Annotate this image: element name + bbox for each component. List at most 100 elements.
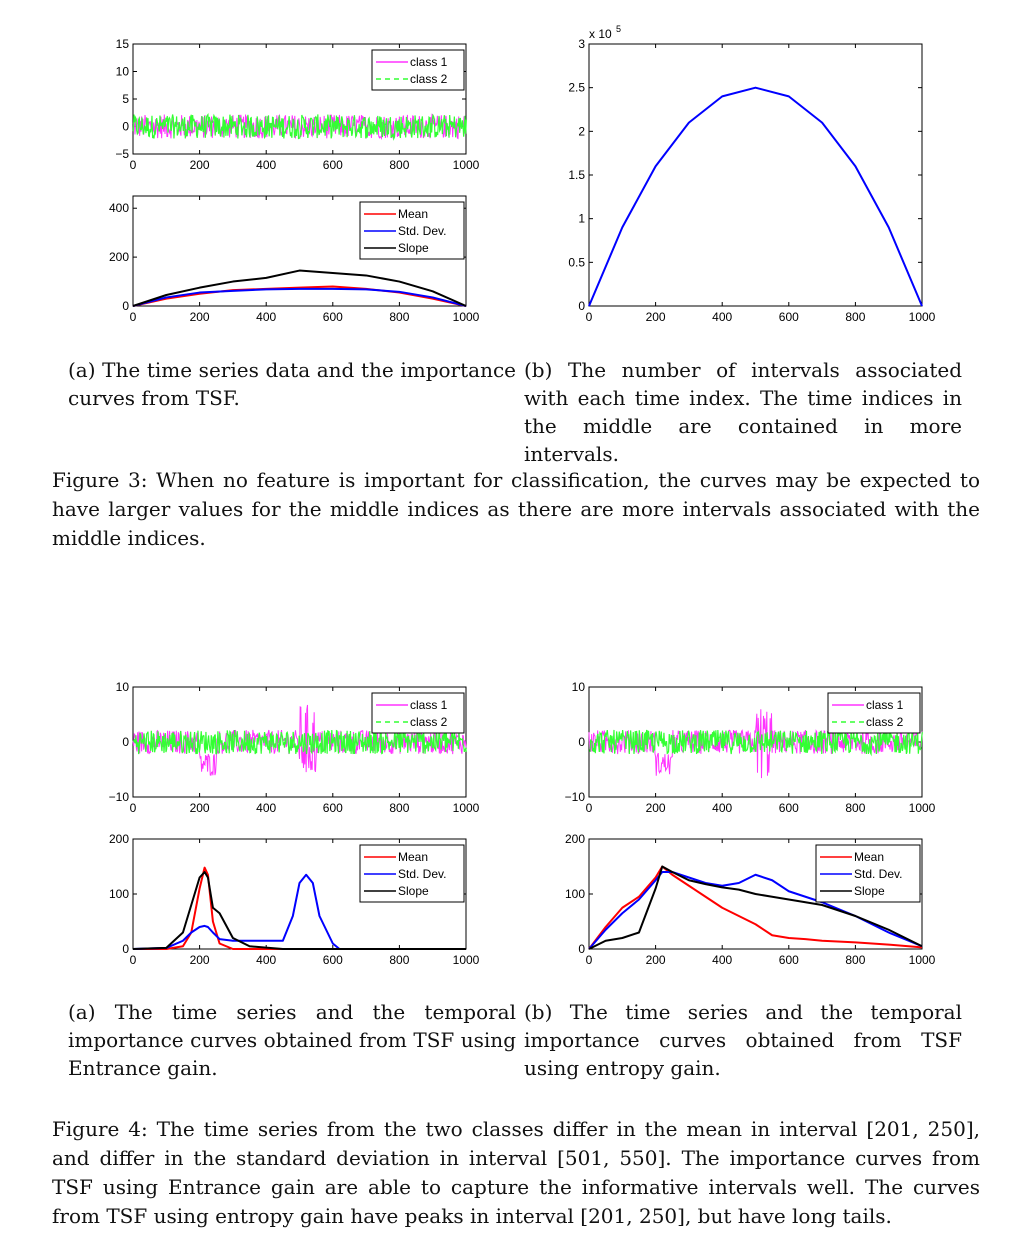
x-tick-label: 0 — [586, 310, 593, 324]
x-tick-label: 800 — [845, 310, 865, 324]
legend-label: Std. Dev. — [398, 224, 446, 238]
x-tick-label: 800 — [389, 158, 409, 172]
x-tick-label: 400 — [712, 801, 732, 815]
y-tick-label: 0 — [122, 735, 129, 749]
fig3a-subcaption: (a) The time series data and the importa… — [68, 358, 516, 410]
y-tick-label: 1 — [578, 212, 585, 226]
x-tick-label: 1000 — [453, 310, 480, 324]
y-scale-label: x 10 — [589, 27, 612, 41]
y-tick-label: 1.5 — [568, 168, 585, 182]
legend-label: Std. Dev. — [854, 867, 902, 881]
x-tick-label: 400 — [256, 801, 276, 815]
y-tick-label: 0 — [122, 299, 129, 313]
x-tick-label: 1000 — [453, 953, 480, 967]
x-tick-label: 600 — [323, 310, 343, 324]
series-slope-line — [132, 269, 467, 307]
y-tick-label: 10 — [116, 680, 130, 694]
axes-frame — [132, 195, 467, 307]
x-tick-label: 200 — [190, 310, 210, 324]
legend-label: class 2 — [866, 715, 904, 729]
series-std-dev-line — [132, 287, 467, 307]
x-tick-label: 400 — [256, 953, 276, 967]
x-tick-label: 200 — [190, 953, 210, 967]
x-tick-label: 400 — [712, 953, 732, 967]
legend-label: class 1 — [866, 698, 904, 712]
x-tick-label: 200 — [190, 801, 210, 815]
legend-box — [827, 692, 921, 734]
x-tick-label: 200 — [646, 310, 666, 324]
legend-label: class 1 — [410, 698, 448, 712]
y-tick-label: 15 — [116, 37, 130, 51]
x-tick-label: 800 — [389, 310, 409, 324]
y-tick-label: −10 — [565, 790, 586, 804]
y-tick-label: 200 — [109, 832, 129, 846]
y-tick-label: −10 — [109, 790, 130, 804]
legend-box — [371, 692, 465, 734]
x-tick-label: 200 — [190, 158, 210, 172]
y-tick-label: 200 — [565, 832, 585, 846]
legend-label: Slope — [398, 884, 429, 898]
legend-label: Mean — [398, 207, 428, 221]
x-tick-label: 400 — [256, 158, 276, 172]
series-class-2-line — [132, 112, 467, 141]
x-tick-label: 400 — [712, 310, 732, 324]
legend-label: class 2 — [410, 72, 448, 86]
axes-frame — [588, 43, 923, 307]
y-tick-label: 10 — [116, 65, 130, 79]
x-tick-label: 600 — [323, 801, 343, 815]
x-tick-label: 1000 — [909, 801, 936, 815]
y-tick-label: 0.5 — [568, 255, 585, 269]
fig4a-importance-plot: 0 200 400 600 800 1000 0 100 200 Mean Std. Dev. Slo… — [109, 832, 480, 967]
y-tick-label: −5 — [115, 147, 129, 161]
x-tick-label: 800 — [389, 953, 409, 967]
y-tick-label: 100 — [109, 887, 129, 901]
x-tick-label: 1000 — [453, 158, 480, 172]
y-tick-label: 0 — [578, 735, 585, 749]
y-tick-label: 200 — [109, 250, 129, 264]
x-tick-label: 200 — [646, 953, 666, 967]
y-tick-label: 0 — [578, 299, 585, 313]
x-tick-label: 800 — [845, 801, 865, 815]
legend-label: Slope — [398, 241, 429, 255]
legend-label: class 1 — [410, 55, 448, 69]
y-tick-label: 400 — [109, 201, 129, 215]
fig3-caption: Figure 3: When no feature is important f… — [52, 468, 980, 550]
fig4b-importance-plot: 0 200 400 600 800 1000 0 100 200 Mean Std. Dev. Slo… — [565, 832, 936, 967]
fig3b-subcaption: (b) The number of intervals associated w… — [524, 358, 962, 466]
y-tick-label: 2.5 — [568, 81, 585, 95]
series-curve-line — [588, 86, 923, 307]
x-tick-label: 600 — [779, 953, 799, 967]
y-scale-exponent: 5 — [616, 24, 621, 34]
y-tick-label: 5 — [122, 92, 129, 106]
legend-box — [371, 49, 465, 91]
x-tick-label: 1000 — [909, 310, 936, 324]
fig3b-interval-count-plot: 0 200 400 600 800 1000 0 0.5 1 1.5 2 2.5 3 x 10 5 — [568, 24, 935, 324]
y-tick-label: 0 — [122, 942, 129, 956]
fig4-caption: Figure 4: The time series from the two c… — [52, 1117, 980, 1228]
legend-label: Mean — [854, 850, 884, 864]
y-tick-label: 100 — [565, 887, 585, 901]
x-tick-label: 800 — [845, 953, 865, 967]
x-tick-label: 0 — [130, 158, 137, 172]
y-tick-label: 2 — [578, 124, 585, 138]
fig3a-importance-plot: 0 200 400 600 800 1000 0 200 400 Mean Std. Dev. Slo… — [109, 195, 480, 324]
x-tick-label: 600 — [323, 953, 343, 967]
series-class-2-line — [132, 729, 467, 755]
x-tick-label: 600 — [779, 310, 799, 324]
legend-box — [359, 844, 465, 903]
fig4b-subcaption: (b) The time series and the temporal imp… — [524, 1000, 962, 1080]
y-tick-label: 10 — [572, 680, 586, 694]
x-tick-label: 400 — [256, 310, 276, 324]
x-tick-label: 0 — [586, 801, 593, 815]
x-tick-label: 0 — [130, 801, 137, 815]
fig4a-subcaption: (a) The time series and the temporal imp… — [68, 1000, 516, 1080]
series-mean-line — [588, 865, 923, 950]
series-class-2-line — [589, 729, 923, 757]
x-tick-label: 600 — [779, 801, 799, 815]
x-tick-label: 800 — [389, 801, 409, 815]
y-tick-label: 3 — [578, 37, 585, 51]
